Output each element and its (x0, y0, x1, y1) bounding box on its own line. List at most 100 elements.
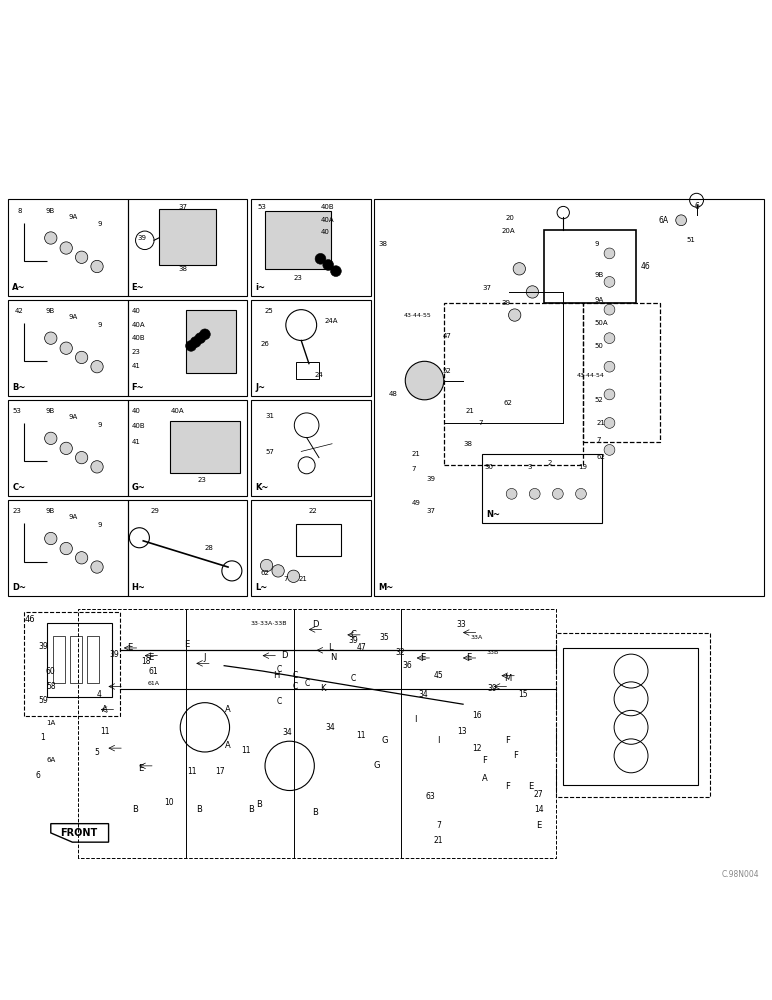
Text: G: G (381, 736, 388, 745)
Text: 3: 3 (527, 464, 531, 470)
Text: 29: 29 (151, 508, 160, 514)
Text: A~: A~ (12, 283, 25, 292)
Text: E: E (466, 653, 472, 662)
Text: 37: 37 (178, 204, 187, 210)
Text: 17: 17 (215, 767, 225, 776)
Text: 46: 46 (640, 262, 650, 271)
Bar (8, 300, 128, 396)
Text: I: I (437, 736, 439, 745)
Circle shape (323, 260, 334, 270)
Text: A: A (225, 741, 231, 750)
Text: 9B: 9B (594, 272, 603, 278)
Text: 9: 9 (97, 422, 102, 428)
Text: 43·44·55: 43·44·55 (404, 313, 432, 318)
Text: 40: 40 (320, 229, 330, 235)
Text: 9A: 9A (69, 214, 78, 220)
Bar (128, 400, 247, 496)
Text: N: N (330, 653, 337, 662)
Text: 5: 5 (95, 748, 100, 757)
Text: 49: 49 (411, 500, 420, 506)
Text: 15: 15 (518, 690, 528, 699)
Text: 10: 10 (164, 798, 174, 807)
Text: 24: 24 (314, 372, 323, 378)
Bar (251, 400, 371, 496)
Circle shape (76, 351, 88, 364)
Text: 9: 9 (97, 522, 102, 528)
Text: 40B: 40B (132, 423, 145, 429)
Text: 6A: 6A (46, 757, 56, 763)
Text: 26: 26 (260, 341, 269, 347)
Circle shape (330, 266, 341, 277)
Circle shape (604, 277, 615, 287)
Text: 40: 40 (132, 408, 141, 414)
Text: 36: 36 (403, 661, 412, 670)
Text: 39: 39 (110, 650, 120, 659)
Text: 40: 40 (132, 308, 141, 314)
Circle shape (185, 340, 196, 351)
Text: 63: 63 (426, 792, 435, 801)
Bar (171, 421, 239, 473)
Text: 7: 7 (479, 420, 483, 426)
Text: 9: 9 (97, 221, 102, 227)
Bar (159, 209, 216, 265)
Text: 32: 32 (395, 648, 405, 657)
Text: 40B: 40B (132, 335, 145, 341)
Text: 8: 8 (18, 208, 22, 214)
Circle shape (676, 215, 686, 226)
Text: 9B: 9B (46, 308, 55, 314)
Text: 35: 35 (380, 633, 389, 642)
Text: 4: 4 (97, 690, 102, 699)
Text: 27: 27 (533, 790, 543, 799)
Text: 9B: 9B (46, 208, 55, 214)
Circle shape (405, 361, 444, 400)
Circle shape (76, 552, 88, 564)
Text: 33B: 33B (486, 650, 499, 655)
Text: 39: 39 (502, 300, 510, 306)
Text: 1: 1 (41, 733, 46, 742)
Circle shape (272, 565, 284, 577)
Text: 53: 53 (12, 408, 21, 414)
Circle shape (190, 337, 201, 347)
Circle shape (315, 253, 326, 264)
Text: F: F (506, 782, 510, 791)
Text: 7: 7 (283, 576, 288, 582)
Circle shape (604, 418, 615, 428)
Text: 61A: 61A (147, 681, 159, 686)
Circle shape (91, 361, 103, 373)
Text: 57: 57 (265, 449, 274, 455)
Circle shape (76, 451, 88, 464)
Circle shape (45, 432, 57, 445)
Text: C: C (277, 665, 283, 674)
Bar (128, 500, 247, 596)
Text: 30: 30 (485, 464, 493, 470)
Bar (374, 199, 764, 596)
Circle shape (45, 332, 57, 344)
Text: C~: C~ (12, 483, 25, 492)
Text: 23: 23 (197, 477, 206, 483)
Text: 43·44·54: 43·44·54 (577, 373, 604, 378)
Circle shape (604, 445, 615, 455)
Bar (8, 400, 128, 496)
Circle shape (45, 532, 57, 545)
Text: F~: F~ (132, 383, 144, 392)
Text: E: E (148, 653, 154, 662)
Bar (70, 636, 83, 683)
Text: 7: 7 (436, 821, 441, 830)
Text: 37: 37 (427, 508, 436, 514)
Text: 50A: 50A (594, 320, 608, 326)
Text: B: B (312, 808, 318, 817)
Bar (87, 636, 100, 683)
Text: 11: 11 (100, 727, 110, 736)
Text: C: C (277, 697, 283, 706)
Text: 39: 39 (137, 235, 146, 241)
Text: L: L (328, 643, 333, 652)
Text: 42: 42 (15, 308, 23, 314)
Bar (296, 524, 340, 556)
Text: 22: 22 (309, 508, 318, 514)
Circle shape (195, 333, 205, 344)
Text: 7: 7 (411, 466, 416, 472)
Text: 9: 9 (594, 241, 598, 247)
Text: E: E (185, 640, 190, 649)
Text: 39: 39 (38, 642, 48, 651)
Text: C: C (305, 679, 310, 688)
